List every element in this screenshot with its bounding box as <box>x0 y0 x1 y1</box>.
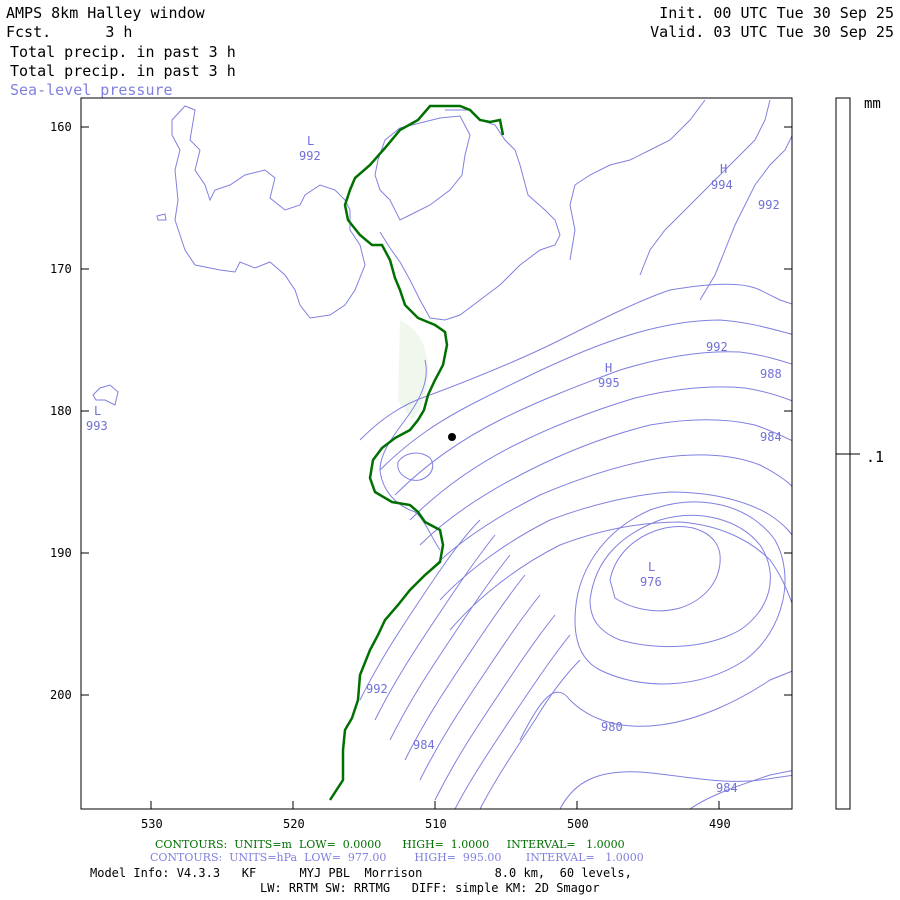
pressure-label: 995 <box>598 376 620 390</box>
pressure-label: 992 <box>758 198 780 212</box>
x-tick-label: 510 <box>425 817 447 831</box>
model-info-2: LW: RRTM SW: RRTMG DIFF: simple KM: 2D S… <box>260 881 600 895</box>
coastline <box>328 104 505 801</box>
x-tick-label: 500 <box>567 817 589 831</box>
y-axis <box>81 126 792 696</box>
valid-time: Valid. 03 UTC Tue 30 Sep 25 <box>650 23 894 41</box>
pressure-label: L <box>307 134 314 148</box>
pressure-label: L <box>648 560 655 574</box>
pressure-label: 988 <box>760 367 782 381</box>
init-time: Init. 00 UTC Tue 30 Sep 25 <box>659 4 894 22</box>
pressure-label: L <box>94 404 101 418</box>
colorbar-unit: mm <box>864 96 881 112</box>
x-tick-label: 520 <box>283 817 305 831</box>
pressure-label: 984 <box>760 430 782 444</box>
pressure-label: 980 <box>601 720 623 734</box>
contours-info-blue: CONTOURS: UNITS=hPa LOW= 977.00 HIGH= 99… <box>150 851 644 864</box>
colorbar-tick-label: .1 <box>866 448 884 466</box>
precip-shading <box>398 320 429 420</box>
field-label-1: Total precip. in past 3 h <box>10 43 236 61</box>
pressure-label: 993 <box>86 419 108 433</box>
pressure-label: 992 <box>366 682 388 696</box>
x-tick-label: 490 <box>709 817 731 831</box>
y-tick-label: 190 <box>50 546 72 560</box>
field-label-2: Total precip. in past 3 h <box>10 62 236 80</box>
y-tick-label: 170 <box>50 262 72 276</box>
y-tick-label: 160 <box>50 120 72 134</box>
pressure-label: 992 <box>706 340 728 354</box>
forecast-hour: Fcst. 3 h <box>6 23 133 41</box>
contours-info-green: CONTOURS: UNITS=m LOW= 0.0000 HIGH= 1.00… <box>155 838 625 851</box>
pressure-label: 992 <box>299 149 321 163</box>
map-title: AMPS 8km Halley window <box>6 4 205 22</box>
pressure-label: H <box>605 361 612 375</box>
pressure-contours <box>92 99 792 809</box>
x-axis <box>150 801 720 809</box>
pressure-label: 984 <box>716 781 738 795</box>
pressure-labels: L 992 H 994 992 L 993 H 995 992 988 984 … <box>86 134 782 795</box>
field-label-3: Sea-level pressure <box>10 81 173 99</box>
station-marker <box>448 433 456 441</box>
pressure-label: 976 <box>640 575 662 589</box>
pressure-label: H <box>720 162 727 176</box>
x-tick-label: 530 <box>141 817 163 831</box>
pressure-label: 994 <box>711 178 733 192</box>
y-tick-label: 200 <box>50 688 72 702</box>
plot-frame <box>80 97 793 810</box>
model-info-1: Model Info: V4.3.3 KF MYJ PBL Morrison 8… <box>90 866 632 880</box>
pressure-label: 984 <box>413 738 435 752</box>
y-tick-label: 180 <box>50 404 72 418</box>
